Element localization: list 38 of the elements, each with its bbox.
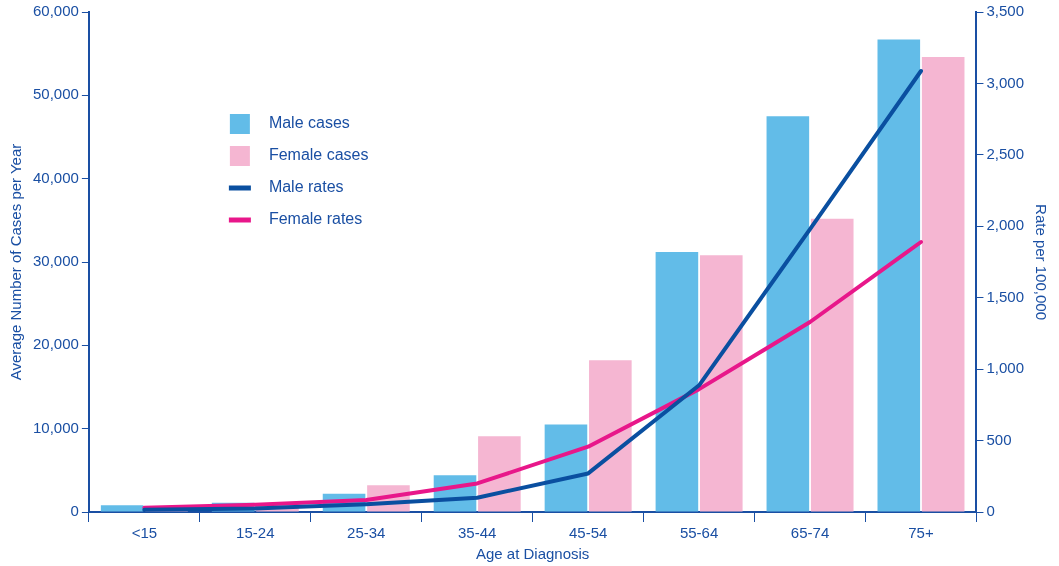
y2-axis-title: Rate per 100,000 xyxy=(1032,204,1050,320)
y2-tick-label: 3,500 xyxy=(986,2,1025,20)
x-tick-label: 45-54 xyxy=(568,524,608,542)
bar xyxy=(100,505,144,512)
y-axis-title: Average Number of Cases per Year xyxy=(7,143,25,381)
bar xyxy=(877,39,921,512)
legend-label: Male rates xyxy=(268,178,344,196)
y-tick-label: 30,000 xyxy=(32,252,79,270)
bar xyxy=(655,252,699,512)
legend-label: Female cases xyxy=(268,146,369,164)
y-tick-label: 10,000 xyxy=(32,418,79,436)
x-tick-label: 15-24 xyxy=(236,524,275,542)
y2-tick-label: 2,000 xyxy=(986,216,1025,234)
y2-tick-label: 1,500 xyxy=(986,287,1025,305)
bar xyxy=(766,116,810,512)
y2-tick-label: 500 xyxy=(986,430,1012,448)
x-tick-label: 65-74 xyxy=(790,524,830,542)
legend-label: Male cases xyxy=(268,114,350,132)
legend-label: Female rates xyxy=(268,210,363,228)
y2-tick-label: 1,000 xyxy=(986,359,1025,377)
y2-tick-label: 3,000 xyxy=(986,73,1025,91)
bar xyxy=(810,218,854,512)
y2-tick-label: 0 xyxy=(986,502,995,520)
x-tick-label: 55-64 xyxy=(679,524,719,542)
x-axis-title: Age at Diagnosis xyxy=(475,545,590,563)
bar xyxy=(921,57,965,512)
bar xyxy=(589,360,632,512)
x-tick-label: 25-34 xyxy=(347,524,386,542)
y-tick-label: 20,000 xyxy=(32,335,79,353)
x-tick-label: 35-44 xyxy=(458,524,497,542)
y-tick-label: 50,000 xyxy=(32,85,79,103)
y2-tick-label: 2,500 xyxy=(986,145,1025,162)
x-tick-label: 75+ xyxy=(908,524,934,542)
bar xyxy=(699,255,743,512)
x-tick-label: <15 xyxy=(131,524,158,542)
y-tick-label: 0 xyxy=(70,502,79,520)
y-tick-label: 60,000 xyxy=(32,2,79,20)
y-tick-label: 40,000 xyxy=(32,168,79,186)
